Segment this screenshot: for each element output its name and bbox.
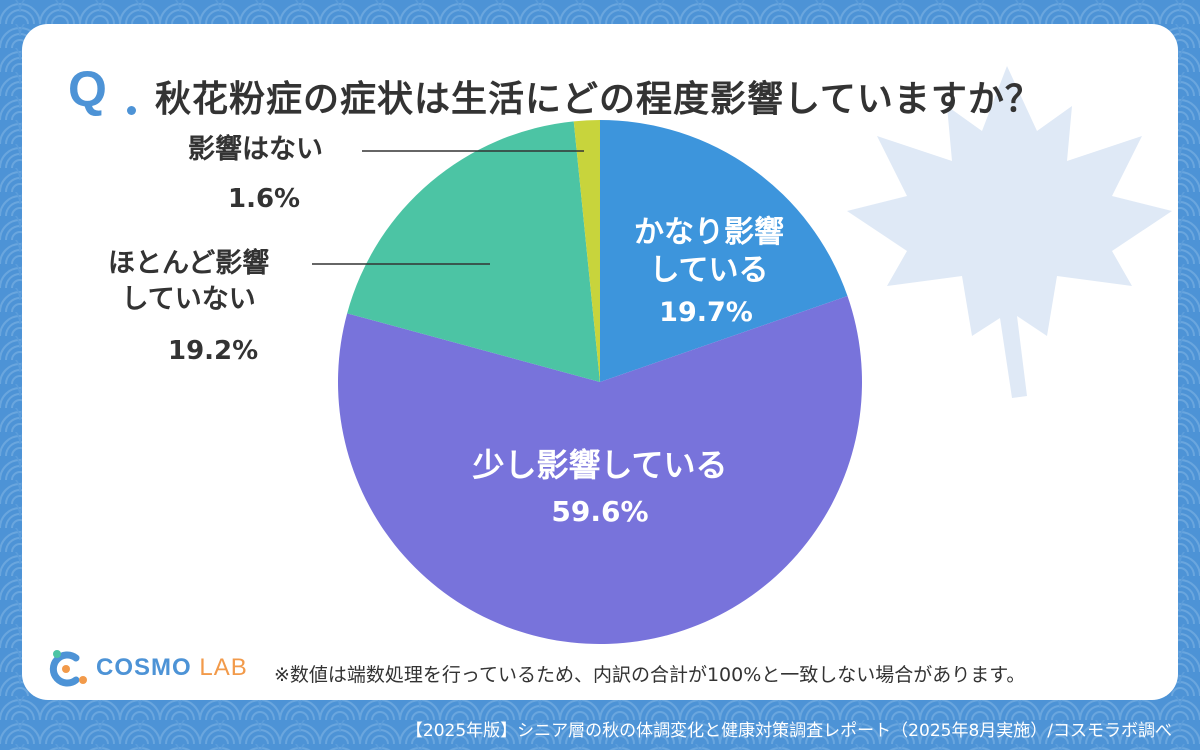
logo-text-sub: LAB <box>199 654 248 681</box>
label-little-impact: ほとんど影響 していない <box>108 246 269 319</box>
pie-slice-some-impact <box>337 296 862 645</box>
label-little-impact-line2: していない <box>121 284 256 316</box>
maple-leaf-icon <box>847 66 1172 398</box>
logo-text-main: COSMO <box>96 654 192 681</box>
pct-no-impact: 1.6% <box>228 184 301 214</box>
pct-some-impact: 59.6% <box>551 495 648 528</box>
page-title: 秋花粉症の症状は生活にどの程度影響していますか？ <box>155 79 1042 120</box>
q-dot <box>127 106 136 115</box>
source-footer: 【2025年版】シニア層の秋の体調変化と健康対策調査レポート（2025年8月実施… <box>405 721 1172 741</box>
label-major-impact-line2: している <box>649 253 768 288</box>
pct-little-impact: 19.2% <box>168 336 259 366</box>
rounding-note: ※数値は端数処理を行っているため、内訳の合計が100%と一致しない場合があります… <box>274 664 1026 686</box>
pie-slice-major-impact <box>600 120 848 382</box>
label-little-impact-line1: ほとんど影響 <box>108 248 270 279</box>
pie-slice-little-impact <box>347 121 600 382</box>
cosmo-lab-logo: COSMO LAB <box>46 648 248 688</box>
label-no-impact-text: 影響はない <box>188 134 323 165</box>
label-no-impact: 影響はない <box>188 132 323 168</box>
logo-mark-icon <box>49 650 87 687</box>
logo-text: COSMO LAB <box>96 654 248 682</box>
chart-card: Q 秋花粉症の症状は生活にどの程度影響していますか？ かなり影響 している 19.7… <box>22 24 1178 700</box>
label-major-impact-line1: かなり影響 <box>634 215 784 250</box>
label-some-impact: 少し影響している <box>472 446 727 484</box>
question-mark-q: Q <box>68 61 107 117</box>
pie-slice-no-impact <box>573 120 600 382</box>
pct-major-impact: 19.7% <box>659 297 753 328</box>
